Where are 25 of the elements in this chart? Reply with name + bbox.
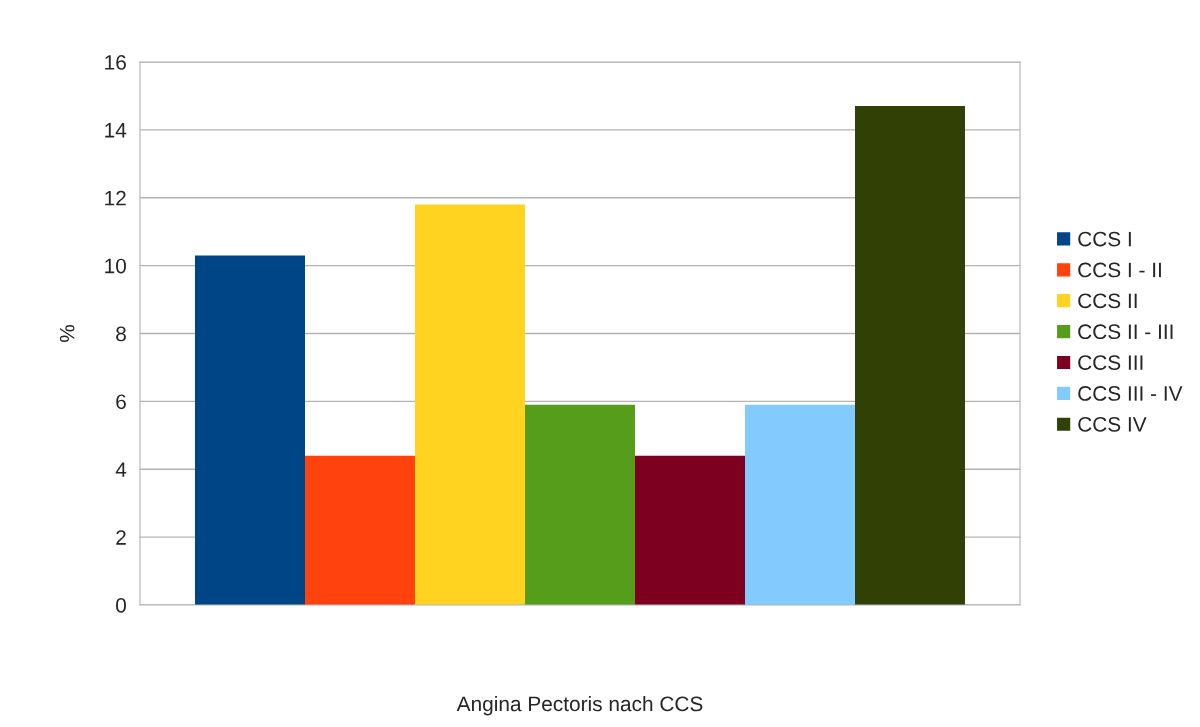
legend-label: CCS III: [1078, 355, 1143, 370]
legend-label: CCS I: [1078, 231, 1131, 247]
y-tick-label: 16: [105, 55, 126, 70]
y-tick-label: 6: [116, 394, 126, 410]
bar: [525, 404, 635, 605]
legend-label: CCS II - III: [1078, 324, 1173, 340]
bar: [635, 455, 745, 605]
y-tick-label: 4: [115, 462, 127, 477]
legend-label: CCS II: [1078, 293, 1137, 309]
bar: [305, 455, 415, 605]
legend-label: CCS IV: [1078, 416, 1147, 432]
legend-label: CCS I - II: [1078, 262, 1161, 278]
y-axis-title: %: [59, 324, 75, 343]
y-tick-label: 0: [116, 598, 126, 613]
bar: [415, 204, 525, 605]
y-tick-label: 10: [105, 258, 126, 274]
x-axis-title: Angina Pectoris nach CCS: [456, 695, 703, 716]
bar: [855, 106, 965, 605]
bar: [195, 255, 305, 605]
y-tick-label: 12: [105, 190, 126, 206]
y-tick-label: 14: [105, 123, 127, 138]
legend-label: CCS III - IV: [1078, 386, 1183, 401]
y-tick-label: 2: [116, 530, 126, 545]
y-tick-label: 8: [116, 326, 126, 342]
bar: [745, 404, 855, 605]
